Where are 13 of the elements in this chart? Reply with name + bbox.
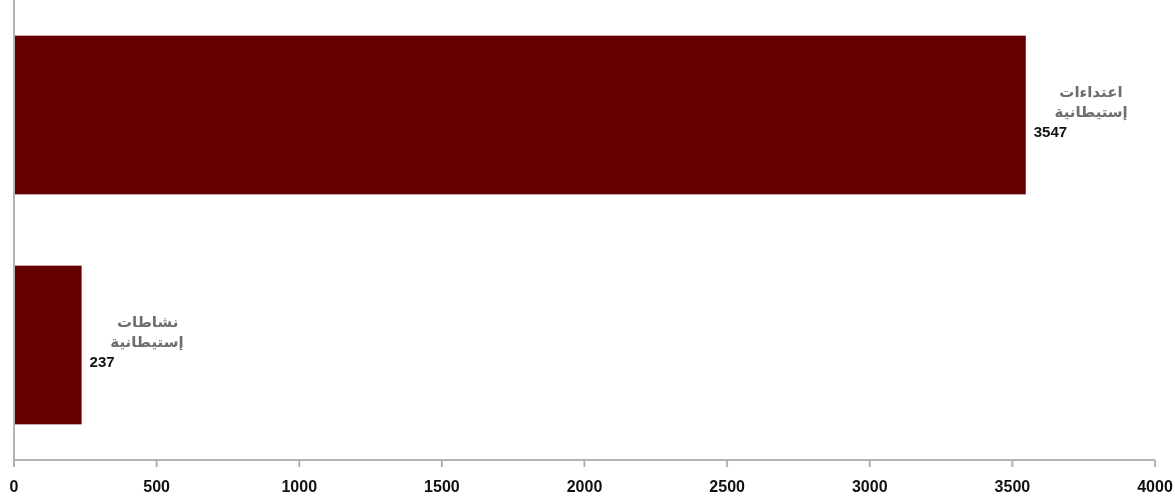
x-tick-label: 2000	[566, 478, 603, 495]
x-tick-label: 3500	[994, 478, 1031, 495]
data-label: 237	[89, 353, 115, 370]
data-label: 3547	[1033, 123, 1068, 140]
x-tick-label: 1500	[424, 478, 460, 495]
x-tick-label: 4000	[1137, 478, 1173, 495]
y-tick-label: نشاطات إستيطانية	[110, 313, 184, 351]
y-tick-label: اعتداءات إستيطانية	[1054, 83, 1128, 121]
x-tick-label: 2500	[709, 478, 746, 495]
x-tick-label: 1000	[281, 478, 318, 495]
x-tick-label: 3000	[851, 478, 888, 495]
x-tick-label: 0	[9, 478, 19, 495]
x-tick-label: 500	[143, 478, 171, 495]
